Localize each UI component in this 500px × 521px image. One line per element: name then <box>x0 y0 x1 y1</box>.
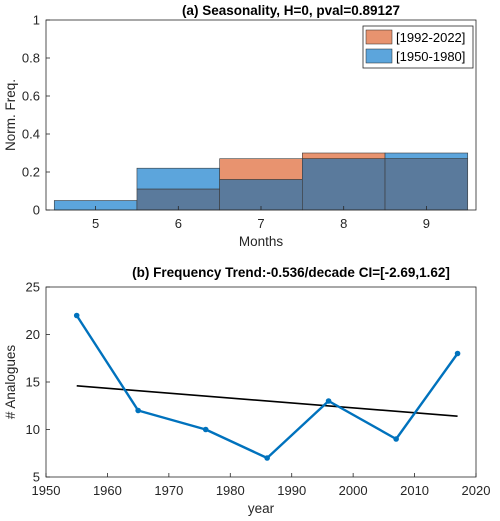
y-tick-label: 0.4 <box>22 127 40 142</box>
y-tick-label: 10 <box>26 422 40 437</box>
x-tick-label: 1960 <box>93 483 122 498</box>
bar-excess-month-6 <box>136 167 220 190</box>
bar-overlap-month-7 <box>219 179 303 211</box>
x-tick-label: 9 <box>423 216 430 231</box>
y-tick-label: 5 <box>33 470 40 485</box>
panel-a-title: (a) Seasonality, H=0, pval=0.89127 <box>182 3 400 18</box>
panel-a-y-ticks: 0 0.2 0.4 0.6 0.8 1 <box>22 13 50 218</box>
x-tick-label: 1980 <box>216 483 245 498</box>
x-tick-label: 5 <box>92 216 99 231</box>
data-point <box>135 407 141 414</box>
y-tick-label: 0.2 <box>22 165 40 180</box>
trend-line <box>76 385 458 417</box>
legend-label-1992-2022: [1992-2022] <box>396 30 465 45</box>
data-point <box>393 436 399 442</box>
legend-swatch-1992-2022 <box>365 29 393 45</box>
x-tick-label: 8 <box>340 216 347 231</box>
panel-b-x-ticks: 1950 1960 1970 1980 1990 2000 2010 2020 <box>32 473 491 498</box>
panel-a-legend: [1992-2022] [1950-1980] <box>362 25 474 69</box>
panel-a-x-label: Months <box>239 234 284 249</box>
panel-a-bars <box>53 152 469 211</box>
panel-a-x-ticks: 5 6 7 8 9 <box>92 206 430 231</box>
x-tick-label: 6 <box>175 216 182 231</box>
y-tick-label: 0 <box>33 203 40 218</box>
panel-a-y-label: Norm. Freq. <box>3 79 18 151</box>
data-point <box>454 350 461 357</box>
bar-excess-month-9 <box>384 152 469 159</box>
x-tick-label: 2020 <box>462 483 491 498</box>
y-tick-label: 0.8 <box>22 51 40 66</box>
x-tick-label: 1970 <box>154 483 183 498</box>
y-tick-label: 25 <box>26 280 40 295</box>
x-tick-label: 7 <box>257 216 264 231</box>
x-tick-label: 2000 <box>339 483 368 498</box>
panel-b-x-label: year <box>248 501 275 516</box>
analogues-line <box>75 314 459 460</box>
panel-b: (b) Frequency Trend:-0.536/decade CI=[-2… <box>3 265 490 516</box>
panel-b-y-ticks: 5 10 15 20 25 <box>26 280 50 485</box>
data-point <box>202 426 209 433</box>
panel-b-y-label: # Analogues <box>3 345 18 420</box>
data-point <box>325 398 332 404</box>
y-tick-label: 0.6 <box>22 89 40 104</box>
data-point <box>73 312 80 319</box>
panel-b-title: (b) Frequency Trend:-0.536/decade CI=[-2… <box>132 265 450 280</box>
panel-b-plot <box>73 312 461 461</box>
x-tick-label: 2010 <box>400 483 429 498</box>
panel-a: (a) Seasonality, H=0, pval=0.89127 00.20… <box>3 3 477 249</box>
data-point <box>264 455 270 461</box>
y-tick-label: 1 <box>33 13 40 28</box>
bar-overlap-month-8 <box>302 158 386 211</box>
bar-excess-month-8 <box>302 152 386 159</box>
x-tick-label: 1990 <box>277 483 306 498</box>
y-tick-label: 15 <box>26 375 40 390</box>
legend-label-1950-1980: [1950-1980] <box>396 49 465 64</box>
y-tick-label: 20 <box>26 327 40 342</box>
bar-excess-month-7 <box>219 158 303 180</box>
x-tick-label: 1950 <box>32 483 61 498</box>
legend-swatch-1950-1980 <box>365 48 393 64</box>
panel-b-axes-box <box>45 286 477 478</box>
bar-overlap-month-9 <box>384 158 469 211</box>
